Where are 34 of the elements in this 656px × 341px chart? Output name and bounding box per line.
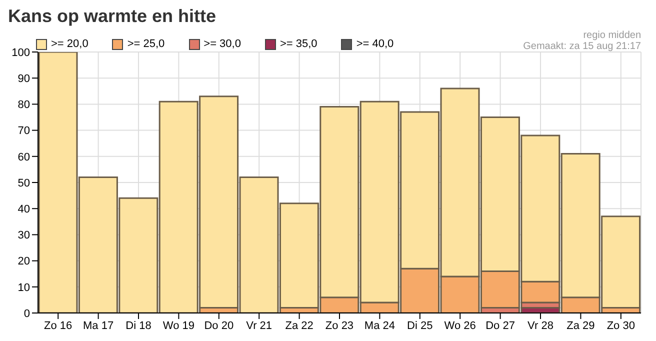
text: regio midden: [582, 30, 641, 41]
series-label: >= 20,0: [51, 38, 88, 50]
chart-title: Kans op warmte en hitte: [8, 6, 216, 27]
y-tick-label: 100: [12, 46, 30, 59]
x-tick-label: Do 27: [486, 320, 515, 332]
y-tick-label: 40: [18, 204, 30, 216]
x-tick-label: Vr 28: [528, 320, 554, 332]
x-tick-label: Do 20: [204, 320, 234, 332]
x-tick-label: Ma 24: [364, 320, 395, 332]
y-tick-label: 20: [18, 256, 30, 268]
y-tick-label: 80: [18, 99, 30, 112]
x-tick-label: Ma 17: [83, 320, 114, 332]
y-tick-label: 70: [18, 125, 30, 138]
x-tick-label: Vr 21: [246, 320, 272, 332]
legend-label: >= 25,0: [127, 38, 165, 50]
annotation: Gemaakt: za 15 aug 21:17: [523, 41, 641, 52]
y-tick-label: 10: [18, 282, 30, 294]
legend-label: >= 35,0: [280, 38, 318, 50]
y-tick-label: 60: [18, 151, 30, 164]
y-tick-label: 30: [18, 230, 30, 242]
legend-label: >= 30,0: [204, 38, 241, 50]
x-tick-label: Zo 23: [325, 320, 354, 332]
x-tick-label: Di 18: [126, 320, 152, 332]
x-tick-label: Za 22: [285, 320, 314, 332]
legend-label: >= 40,0: [356, 38, 394, 50]
y-tick-label: 0: [24, 308, 30, 320]
x-tick-label: Za 29: [566, 320, 595, 332]
x-tick-label: Zo 16: [44, 320, 72, 332]
y-tick-label: 50: [18, 177, 30, 190]
x-tick-label: Zo 30: [606, 320, 635, 332]
x-tick-label: Wo 19: [162, 320, 194, 332]
y-tick-label: 90: [18, 73, 30, 86]
x-tick-label: Di 25: [407, 320, 433, 332]
x-tick-label: Wo 26: [444, 320, 476, 332]
